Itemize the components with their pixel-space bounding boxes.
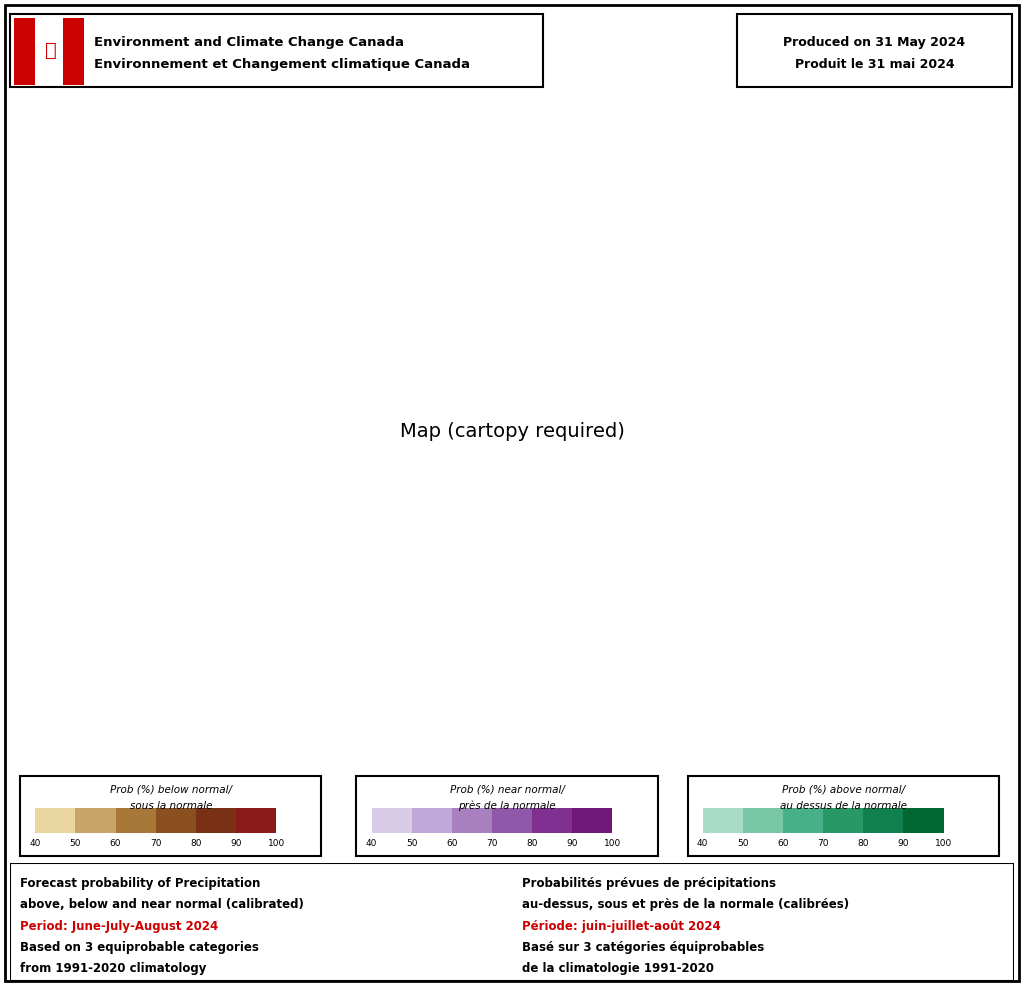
Text: 70: 70 — [817, 839, 828, 848]
Text: de la climatologie 1991-2020: de la climatologie 1991-2020 — [522, 962, 714, 975]
Bar — [492, 808, 532, 832]
Text: 70: 70 — [486, 839, 498, 848]
Bar — [236, 808, 276, 832]
Bar — [70, 18, 84, 85]
Text: 100: 100 — [267, 839, 285, 848]
Text: Environment and Climate Change Canada: Environment and Climate Change Canada — [94, 36, 404, 49]
Text: 90: 90 — [898, 839, 909, 848]
Bar — [783, 808, 823, 832]
Bar — [196, 808, 236, 832]
Bar — [737, 14, 1012, 87]
Bar — [35, 808, 76, 832]
Bar — [532, 808, 572, 832]
Text: Prob (%) above normal/: Prob (%) above normal/ — [781, 784, 905, 794]
Text: 40: 40 — [30, 839, 41, 848]
Bar — [863, 808, 903, 832]
Text: au-dessus, sous et près de la normale (calibrées): au-dessus, sous et près de la normale (c… — [522, 898, 849, 911]
Text: Period: June-July-August 2024: Period: June-July-August 2024 — [20, 920, 218, 933]
Text: 60: 60 — [446, 839, 458, 848]
Text: 80: 80 — [190, 839, 202, 848]
Bar — [76, 808, 116, 832]
Bar — [412, 808, 452, 832]
Text: Based on 3 equiprobable categories: Based on 3 equiprobable categories — [20, 941, 259, 953]
Text: Probabilités prévues de précipitations: Probabilités prévues de précipitations — [522, 877, 776, 890]
Text: 50: 50 — [70, 839, 81, 848]
Text: 80: 80 — [526, 839, 538, 848]
Text: 🍁: 🍁 — [45, 40, 57, 60]
Bar — [702, 808, 742, 832]
Text: Environnement et Changement climatique Canada: Environnement et Changement climatique C… — [94, 58, 470, 71]
Bar — [452, 808, 492, 832]
Text: 60: 60 — [110, 839, 122, 848]
Text: Forecast probability of Precipitation: Forecast probability of Precipitation — [20, 877, 261, 890]
Bar — [688, 776, 998, 856]
Text: Période: juin-juillet-août 2024: Période: juin-juillet-août 2024 — [522, 920, 721, 933]
Text: sous la normale: sous la normale — [130, 801, 212, 810]
Text: 90: 90 — [566, 839, 578, 848]
Text: 60: 60 — [777, 839, 788, 848]
Text: from 1991-2020 climatology: from 1991-2020 climatology — [20, 962, 207, 975]
Bar — [903, 808, 943, 832]
Text: 90: 90 — [230, 839, 242, 848]
Text: Map (cartopy required): Map (cartopy required) — [399, 422, 625, 441]
Bar — [14, 18, 84, 85]
Bar — [10, 14, 543, 87]
Text: 40: 40 — [697, 839, 709, 848]
Text: 50: 50 — [406, 839, 418, 848]
Text: 80: 80 — [857, 839, 869, 848]
Text: Produit le 31 mai 2024: Produit le 31 mai 2024 — [795, 58, 954, 71]
Text: above, below and near normal (calibrated): above, below and near normal (calibrated… — [20, 898, 304, 911]
Bar — [823, 808, 863, 832]
Bar — [372, 808, 412, 832]
Text: Prob (%) near normal/: Prob (%) near normal/ — [450, 784, 564, 794]
Text: 100: 100 — [935, 839, 952, 848]
Text: Basé sur 3 catégories équiprobables: Basé sur 3 catégories équiprobables — [522, 941, 764, 953]
Bar — [116, 808, 156, 832]
Bar — [156, 808, 196, 832]
Bar — [742, 808, 783, 832]
Bar — [14, 18, 29, 85]
Text: 50: 50 — [737, 839, 749, 848]
Text: près de la normale: près de la normale — [458, 801, 556, 811]
Bar — [20, 776, 322, 856]
Bar — [572, 808, 612, 832]
Bar — [35, 18, 63, 85]
Text: 40: 40 — [366, 839, 377, 848]
Bar — [356, 776, 657, 856]
Text: Prob (%) below normal/: Prob (%) below normal/ — [110, 784, 231, 794]
Text: au dessus de la normale: au dessus de la normale — [779, 801, 906, 810]
Text: 100: 100 — [604, 839, 621, 848]
Text: Produced on 31 May 2024: Produced on 31 May 2024 — [783, 36, 966, 49]
Text: 70: 70 — [150, 839, 162, 848]
